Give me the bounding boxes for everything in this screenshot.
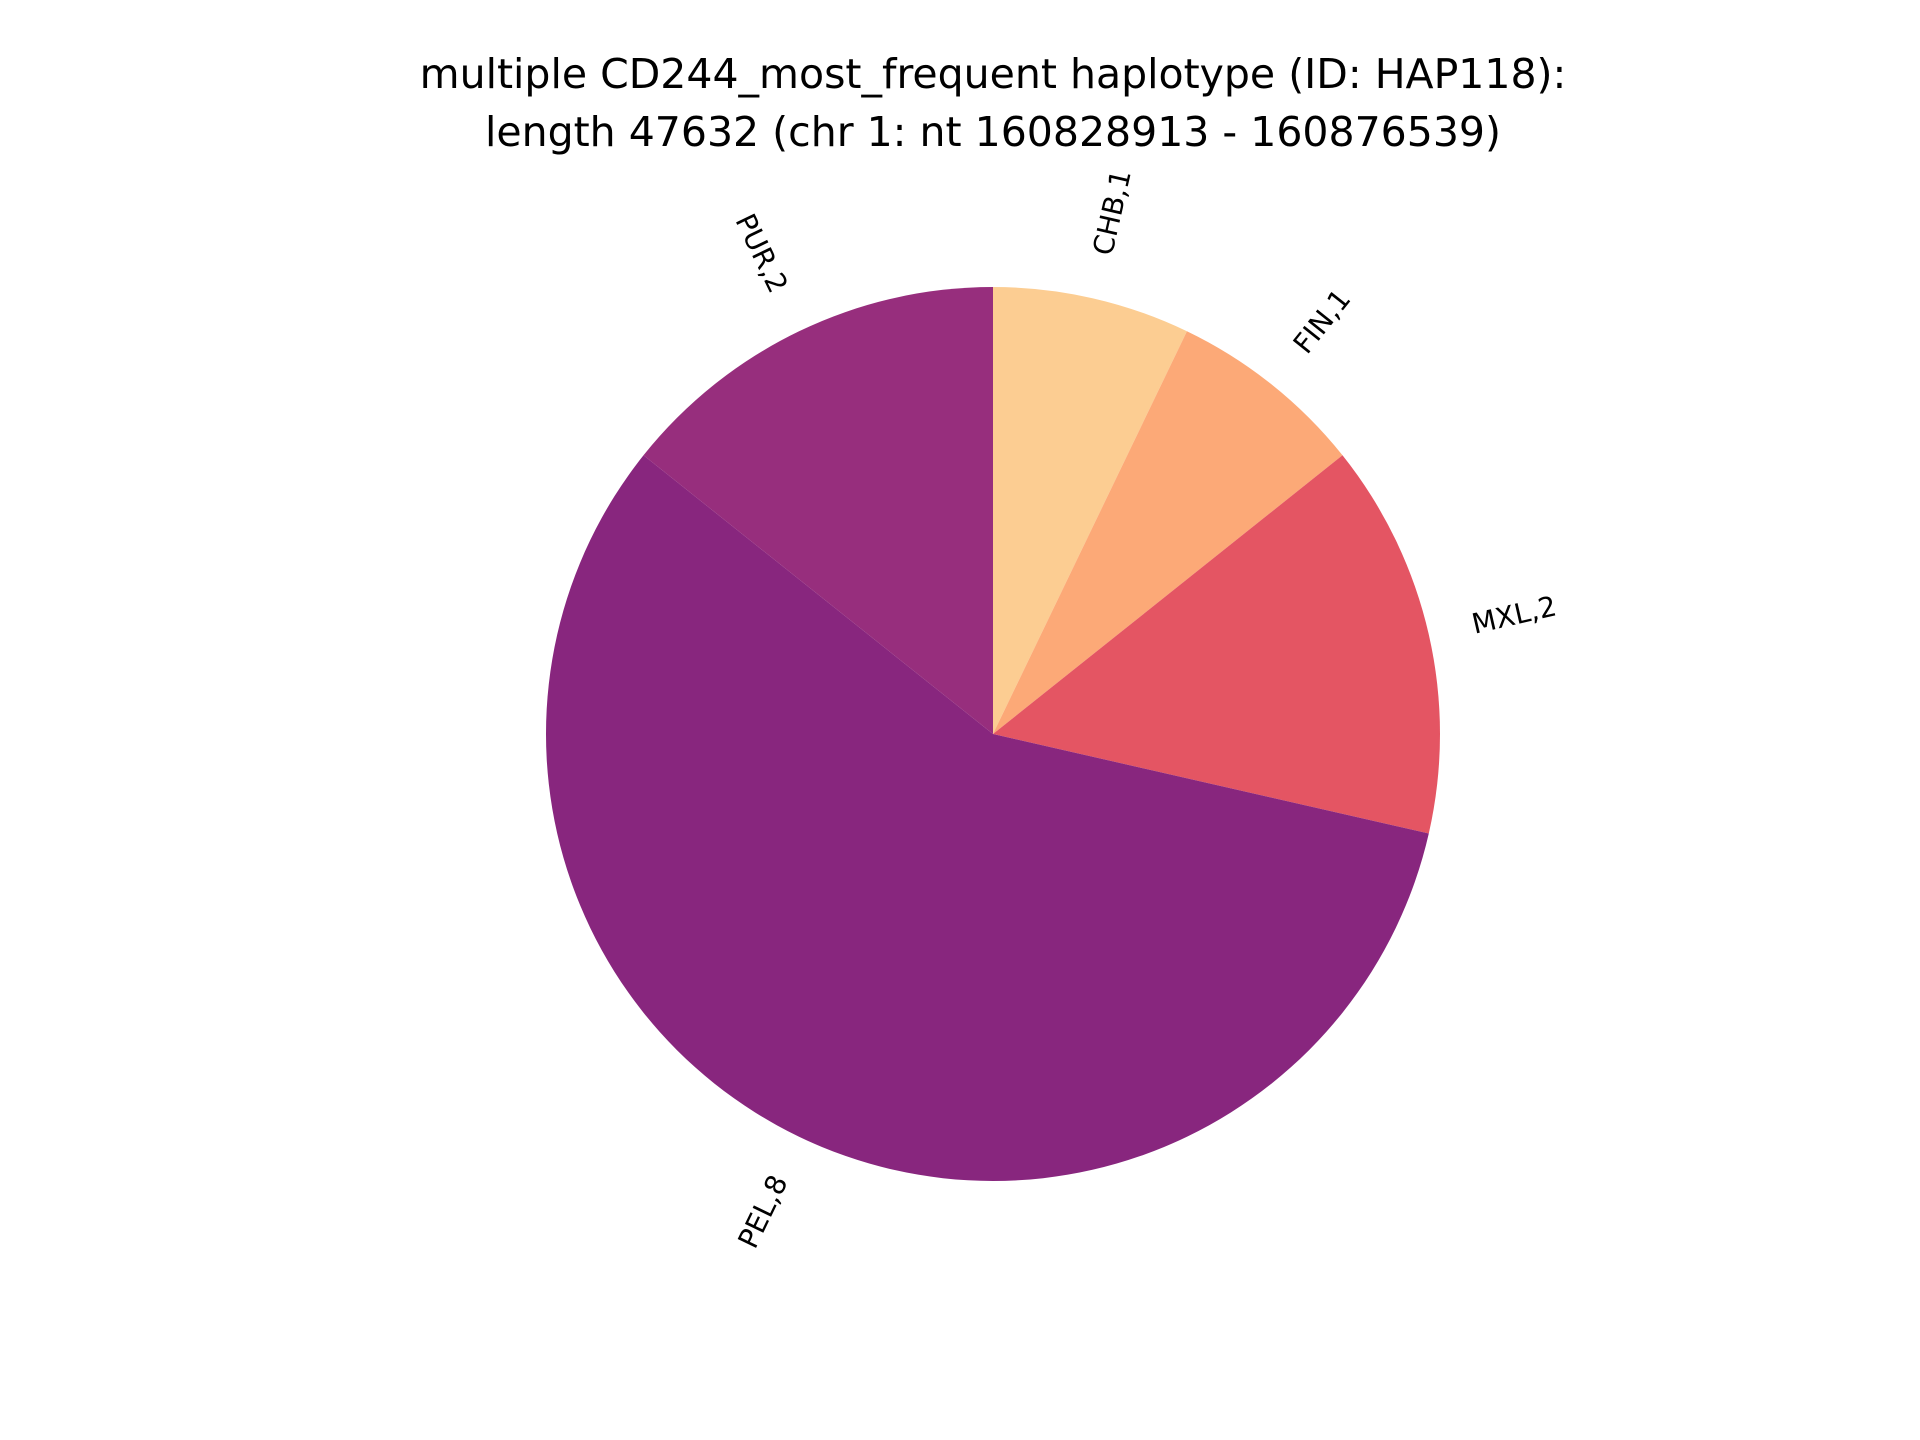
pie-slice-mxl [993, 455, 1440, 834]
pie-slice-fin [993, 331, 1343, 734]
slice-label-pel: PEL,8 [731, 1170, 794, 1254]
slice-label-pur: PUR,2 [729, 209, 795, 299]
pie-slices [545, 287, 1440, 1182]
chart-subtitle: length 47632 (chr 1: nt 160828913 - 1608… [485, 108, 1501, 156]
chart-title: multiple CD244_most_frequent haplotype (… [420, 50, 1567, 98]
slice-label-fin: FIN,1 [1287, 283, 1358, 360]
pie-slice-chb [993, 287, 1187, 734]
slice-label-mxl: MXL,2 [1469, 589, 1560, 640]
pie-slice-pel [545, 455, 1429, 1182]
pie-slice-pur [643, 287, 993, 734]
slice-label-chb: CHB,1 [1086, 167, 1137, 259]
